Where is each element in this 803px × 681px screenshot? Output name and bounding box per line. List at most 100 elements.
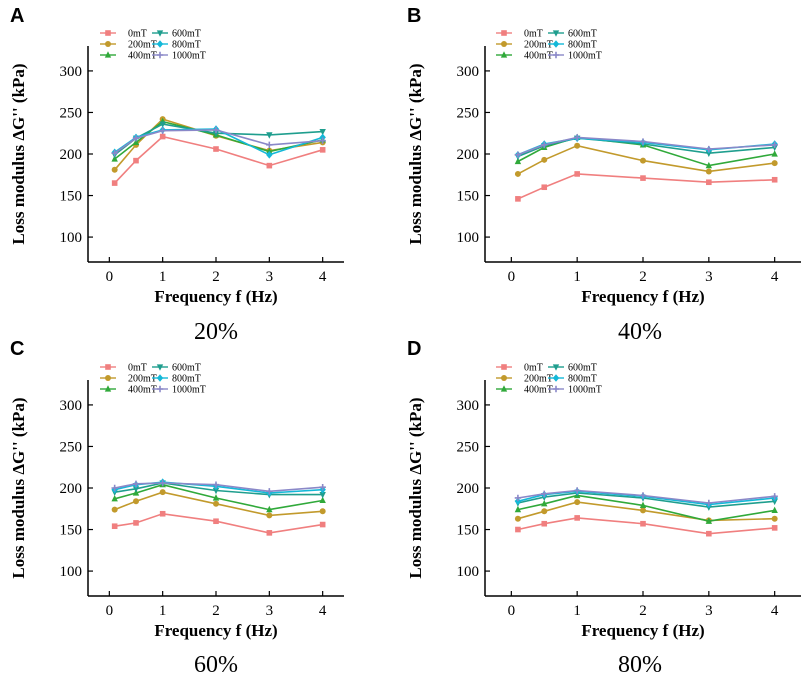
data-point [514, 515, 521, 522]
y-tick-label: 100 [60, 230, 83, 246]
data-point [266, 151, 273, 159]
data-point [552, 385, 560, 393]
series-line [517, 144, 775, 175]
legend-label: 400mT [128, 385, 157, 396]
x-axis-title: Frequency f (Hz) [581, 287, 704, 306]
y-axis-title: Loss modulus ΔG'' (kPa) [9, 63, 28, 244]
y-tick-label: 150 [60, 523, 83, 539]
y-axis-title: Loss modulus ΔG'' (kPa) [406, 63, 425, 244]
y-tick-label: 300 [60, 398, 83, 414]
panel-letter: C [10, 338, 24, 360]
data-point [156, 30, 164, 37]
data-point [705, 517, 713, 524]
series-line [114, 483, 323, 511]
series-line [114, 135, 323, 184]
data-point [640, 520, 646, 527]
data-point [159, 489, 166, 496]
panel-caption: 80% [618, 652, 662, 678]
y-tick-label: 100 [457, 564, 480, 580]
y-tick-label: 250 [60, 439, 83, 455]
legend-label: 200mT [128, 374, 157, 385]
data-point [133, 157, 139, 164]
chart-panel-c: C 100 150 200 250 300 0 1 2 3 4 Frequency f (Hz) Los… [9, 338, 344, 678]
x-tick-label: 2 [212, 603, 220, 619]
y-tick-label: 150 [60, 189, 83, 205]
panel-caption: 40% [618, 319, 662, 345]
series-400mT [514, 491, 778, 524]
x-tick-label: 4 [319, 269, 327, 285]
x-tick-label: 1 [159, 269, 167, 285]
data-point [515, 196, 521, 202]
data-point [156, 364, 164, 371]
legend-label: 600mT [568, 29, 597, 40]
data-point [771, 150, 778, 157]
data-point [771, 515, 778, 522]
data-point [514, 497, 522, 506]
x-tick-label: 0 [106, 603, 114, 619]
data-point [501, 364, 507, 370]
legend-label: 1000mT [568, 51, 602, 62]
series-line [114, 482, 323, 496]
legend-label: 0mT [128, 29, 147, 40]
data-point [771, 176, 778, 183]
data-point [105, 30, 111, 36]
x-tick-label: 4 [319, 603, 327, 619]
data-point [541, 156, 548, 163]
data-point [501, 41, 507, 47]
data-point [705, 499, 713, 507]
data-point [541, 490, 548, 498]
legend-label: 800mT [568, 40, 597, 51]
data-point [771, 493, 778, 500]
data-point [640, 175, 646, 181]
x-tick-label: 0 [106, 269, 114, 285]
data-point [159, 127, 166, 134]
series-0mT [515, 171, 778, 202]
data-point [771, 160, 778, 167]
data-point [706, 179, 712, 186]
data-point [574, 515, 580, 521]
data-point [552, 40, 560, 48]
series-line [517, 136, 775, 156]
series-line [114, 120, 323, 160]
data-point [319, 137, 326, 144]
data-point [132, 486, 140, 493]
legend-label: 800mT [172, 374, 201, 385]
data-point [771, 525, 778, 531]
data-point [639, 138, 647, 145]
data-point [159, 510, 166, 517]
x-tick-label: 1 [159, 603, 167, 619]
data-point [319, 133, 326, 142]
data-point [212, 481, 220, 488]
legend-label: 1000mT [568, 385, 602, 396]
y-tick-label: 200 [60, 147, 83, 163]
y-tick-label: 200 [457, 481, 480, 497]
data-point [501, 30, 507, 36]
data-point [105, 41, 111, 47]
data-point [541, 499, 548, 507]
data-point [514, 494, 522, 502]
legend-label: 600mT [172, 29, 201, 40]
legend-label: 800mT [172, 40, 201, 51]
y-tick-label: 250 [457, 105, 480, 121]
series-line [517, 494, 775, 523]
series-line [517, 517, 775, 535]
legend-label: 200mT [524, 374, 553, 385]
series-1000mT [514, 134, 778, 159]
series-0mT [515, 515, 778, 537]
data-point [319, 128, 326, 136]
series-1000mT [111, 126, 326, 157]
data-point [552, 364, 560, 371]
data-point [212, 487, 220, 495]
data-point [156, 374, 164, 382]
y-tick-label: 200 [60, 481, 83, 497]
data-point [640, 157, 646, 164]
data-point [706, 530, 712, 537]
legend-label: 400mT [128, 51, 157, 62]
data-point [156, 40, 164, 48]
series-200mT [111, 116, 326, 173]
data-point [156, 385, 164, 393]
data-point [639, 492, 647, 499]
data-point [111, 484, 118, 492]
